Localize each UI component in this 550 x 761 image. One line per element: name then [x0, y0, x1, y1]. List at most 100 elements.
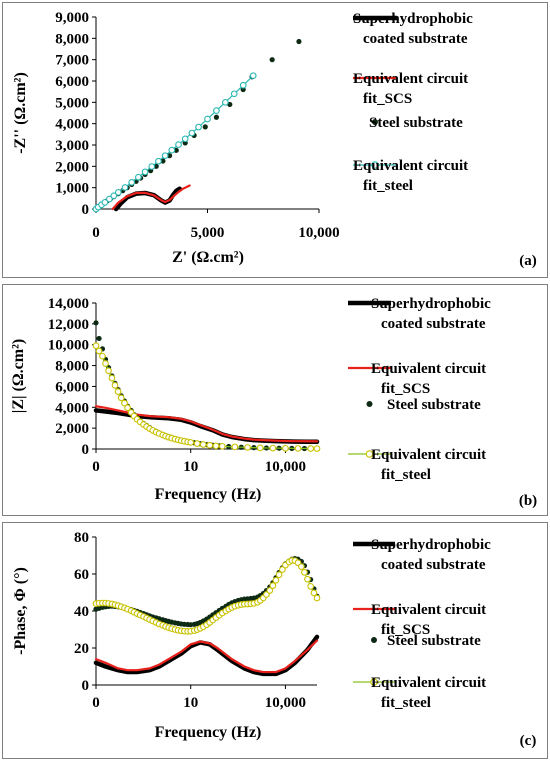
data-point	[195, 123, 202, 131]
legend-label: fit_SCS	[381, 622, 430, 638]
series-line	[95, 345, 318, 450]
x-tick-label: 10,000	[298, 225, 339, 241]
data-point	[282, 444, 289, 452]
data-point	[231, 443, 239, 451]
series-fit-steel	[92, 557, 321, 635]
legend-item-steel: Steel substrate	[366, 397, 481, 413]
y-axis-title: -Phase, Φ (°)	[12, 567, 29, 655]
data-point	[279, 566, 286, 573]
y-axis-title: |Z| (Ω.cm²)	[10, 339, 27, 413]
x-tick-label: 0	[92, 695, 100, 711]
data-point	[239, 81, 247, 89]
data-point	[166, 153, 173, 159]
legend-label: Equivalent circuit	[371, 602, 486, 618]
series-line	[94, 639, 319, 674]
legend-label: Equivalent circuit	[353, 71, 468, 87]
legend-item-fit-steel: Equivalent circuit fit_steel	[348, 447, 486, 483]
data-point	[244, 444, 251, 451]
legend-swatch-marker	[371, 161, 379, 169]
legend-swatch-marker	[370, 678, 378, 686]
legend-label: coated substrate	[363, 31, 468, 47]
data-point	[202, 124, 208, 130]
data-point	[266, 587, 274, 594]
data-point	[114, 189, 122, 196]
data-point	[301, 568, 308, 576]
data-point	[93, 320, 99, 326]
y-tick-label: 0	[82, 202, 90, 218]
y-tick-label: 4,000	[55, 400, 89, 416]
data-point	[105, 367, 112, 375]
legend-swatch	[371, 637, 377, 643]
data-point	[199, 441, 207, 448]
series-steel	[93, 320, 320, 452]
legend-label: coated substrate	[381, 557, 486, 573]
legend-swatch-marker	[365, 450, 374, 458]
data-point	[221, 98, 229, 106]
y-tick-label: 60	[74, 567, 89, 583]
legend-label: fit_steel	[381, 467, 431, 483]
data-point	[269, 57, 275, 63]
data-point	[141, 168, 149, 176]
data-point	[298, 563, 305, 570]
legend-label: fit_steel	[381, 695, 431, 711]
y-tick-label: 3,000	[55, 138, 89, 154]
legend-item-steel: Steel substrate	[369, 115, 463, 131]
panel-bode-impedance: 0 2,000 4,000 6,000 8,000 10,000 12,000 14,000 0…	[2, 284, 548, 516]
legend-label: coated substrate	[381, 316, 486, 332]
y-tick-label: 20	[74, 641, 89, 657]
data-point	[110, 192, 118, 200]
y-tick-label: 40	[74, 604, 89, 620]
legend-item-scs: Superhydrophobic coated substrate	[353, 537, 491, 573]
y-tick-label: 6,000	[55, 379, 89, 395]
legend-label: Superhydrophobic	[371, 296, 491, 312]
legend-label: Steel substrate	[387, 397, 481, 413]
legend-item-fit-steel: Equivalent circuit fit_steel	[353, 675, 486, 711]
legend-item-fit-scs: Equivalent circuit fit_SCS	[353, 71, 468, 107]
data-point	[204, 115, 211, 123]
x-tick-label: 0	[92, 459, 100, 475]
x-tick-label: 5,000	[191, 225, 225, 241]
data-point	[294, 445, 302, 452]
data-point	[106, 195, 113, 203]
y-tick-label: 14,000	[48, 296, 89, 312]
data-point	[249, 72, 257, 80]
data-point	[161, 152, 169, 160]
series-fit-steel	[92, 72, 257, 213]
panel-label: (c)	[520, 733, 537, 749]
legend-label: fit_SCS	[381, 381, 430, 397]
data-point	[307, 445, 315, 452]
data-point	[206, 441, 214, 449]
panel-label: (b)	[519, 493, 537, 509]
legend-item-fit-steel: Equivalent circuit fit_steel	[353, 158, 468, 194]
data-point	[148, 163, 156, 170]
legend-item-scs: Superhydrophobic coated substrate	[348, 296, 491, 332]
data-point	[96, 335, 102, 342]
data-point	[307, 583, 315, 590]
data-point	[108, 374, 116, 382]
legend-swatch	[366, 401, 373, 407]
y-tick-label: 12,000	[48, 317, 89, 333]
bode-impedance-chart: 0 2,000 4,000 6,000 8,000 10,000 12,000 14,000 0…	[10, 296, 537, 509]
y-tick-label: 0	[82, 678, 90, 694]
data-point	[99, 352, 106, 360]
data-point	[269, 444, 277, 452]
data-point	[313, 445, 321, 452]
y-tick-label: 8,000	[55, 31, 89, 47]
y-tick-label: 7,000	[55, 53, 89, 69]
legend-label: Superhydrophobic	[371, 537, 491, 553]
data-point	[213, 107, 220, 115]
data-point	[313, 594, 321, 602]
legend-label: Steel substrate	[387, 633, 481, 649]
data-point	[213, 114, 220, 120]
y-tick-label: 80	[74, 530, 89, 546]
y-tick-label: 2,000	[55, 421, 89, 437]
data-point	[92, 342, 100, 350]
legend-label: Equivalent circuit	[353, 158, 468, 174]
data-point	[310, 589, 318, 597]
data-point	[121, 399, 128, 407]
y-tick-label: 1,000	[55, 181, 89, 197]
data-point	[275, 571, 283, 579]
data-point	[168, 146, 176, 154]
x-axis-title: Frequency (Hz)	[155, 486, 262, 503]
series-line	[111, 184, 191, 211]
